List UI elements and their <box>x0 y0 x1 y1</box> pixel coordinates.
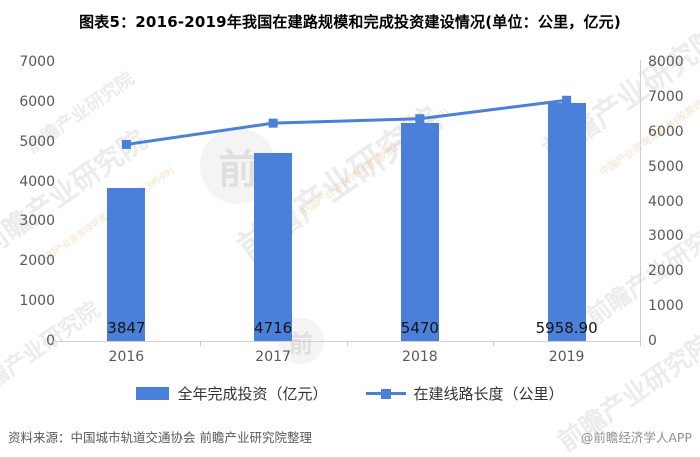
legend-item-line-length: 在建线路长度（公里） <box>365 383 564 404</box>
bar-value-label: 5958.90 <box>535 319 598 337</box>
left-axis-tick-label: 1000 <box>19 293 55 310</box>
bar-value-label: 5470 <box>400 319 439 337</box>
left-axis-tick-label: 6000 <box>19 93 55 110</box>
x-axis-category-label: 2019 <box>548 349 585 365</box>
bar-2019 <box>547 103 586 341</box>
x-axis-baseline <box>53 341 640 342</box>
right-axis-tick-label: 4000 <box>648 193 684 210</box>
bar-2018 <box>400 122 439 341</box>
legend-item-investment: 全年完成投资（亿元） <box>136 383 328 404</box>
x-axis-tickmark <box>346 342 348 346</box>
line-marker-square <box>415 114 425 124</box>
left-axis-tick-label: 2000 <box>19 253 55 270</box>
bar-swatch-icon <box>136 387 170 400</box>
right-axis-tick-label: 7000 <box>648 88 684 105</box>
right-axis-tick-label: 5000 <box>648 158 684 175</box>
line-series-path <box>126 98 567 146</box>
right-axis-tick-label: 3000 <box>648 228 684 245</box>
right-axis-tick-label: 6000 <box>648 123 684 140</box>
x-axis-tickmark <box>493 342 495 346</box>
bar-2016 <box>107 187 146 341</box>
credit-note: @前瞻经济学人APP <box>580 430 692 445</box>
line-marker-square <box>268 118 278 128</box>
left-axis-tick-label: 5000 <box>19 133 55 150</box>
chart-title: 图表5：2016-2019年我国在建路规模和完成投资建设情况(单位：公里，亿元) <box>79 13 621 31</box>
x-axis-tickmark <box>53 342 54 346</box>
line-marker-square <box>121 139 131 149</box>
x-axis-category-label: 2018 <box>402 349 438 365</box>
line-swatch-square <box>380 389 391 399</box>
right-axis-tick-label: 1000 <box>648 298 684 315</box>
line-marker-swatch-icon <box>365 387 406 400</box>
left-axis-tick-label: 4000 <box>19 173 55 190</box>
legend: 全年完成投资（亿元） 在建线路长度（公里） <box>0 383 700 404</box>
legend-label-line-length: 在建线路长度（公里） <box>413 385 564 403</box>
footer: 资料来源：中国城市轨道交通协会 前瞻产业研究院整理 @前瞻经济学人APP <box>8 427 692 446</box>
bar-2017 <box>254 153 293 341</box>
x-axis-tickmark <box>199 342 201 346</box>
source-note: 资料来源：中国城市轨道交通协会 前瞻产业研究院整理 <box>8 430 312 445</box>
left-axis-tick-label: 7000 <box>19 54 55 70</box>
bar-value-label: 4716 <box>254 319 293 337</box>
x-axis-category-label: 2017 <box>255 349 291 365</box>
right-axis-tick-label: 0 <box>648 333 657 349</box>
right-axis-tick-label: 2000 <box>648 263 684 280</box>
legend-label-investment: 全年完成投资（亿元） <box>177 385 328 403</box>
left-axis-tick-label: 3000 <box>19 213 55 230</box>
bar-value-label: 3847 <box>107 319 146 337</box>
left-axis-tick-label: 0 <box>46 333 55 349</box>
x-axis-tickmark <box>640 342 641 346</box>
right-axis-line <box>640 60 641 342</box>
right-axis-tick-label: 8000 <box>648 54 684 70</box>
x-axis-category-label: 2016 <box>108 349 145 365</box>
